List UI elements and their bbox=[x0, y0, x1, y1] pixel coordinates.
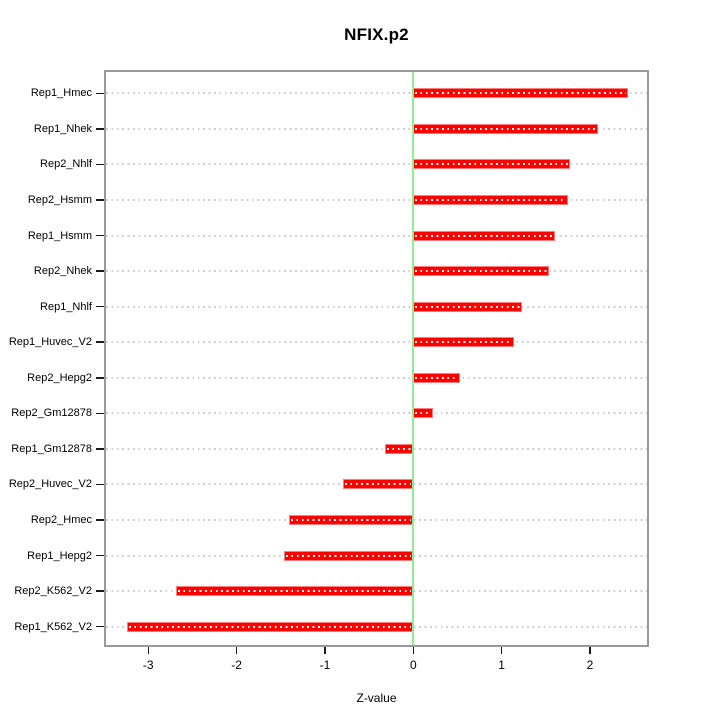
y-axis-tick bbox=[96, 412, 104, 415]
bar-dotted-overlay bbox=[415, 234, 553, 237]
y-axis-tick bbox=[96, 92, 104, 95]
x-axis-tick bbox=[235, 647, 238, 654]
y-axis-label: Rep2_K562_V2 bbox=[14, 585, 92, 598]
bar bbox=[413, 123, 598, 134]
bar-dotted-overlay bbox=[129, 625, 412, 628]
bar bbox=[413, 408, 433, 419]
y-axis-label: Rep2_Gm12878 bbox=[11, 407, 92, 420]
y-axis-tick bbox=[96, 554, 104, 557]
bar-dotted-overlay bbox=[415, 412, 431, 415]
gridline bbox=[106, 447, 647, 450]
bar bbox=[413, 337, 515, 348]
y-axis-label: Rep2_Nhek bbox=[33, 265, 92, 278]
gridline bbox=[106, 305, 647, 308]
bar bbox=[413, 301, 522, 312]
bar-dotted-overlay bbox=[415, 305, 520, 308]
y-axis-tick bbox=[96, 163, 104, 166]
y-axis-tick bbox=[96, 519, 104, 521]
bar-dotted-overlay bbox=[177, 590, 412, 593]
bar-dotted-overlay bbox=[415, 92, 626, 95]
bar bbox=[175, 586, 414, 597]
bar-dotted-overlay bbox=[415, 270, 548, 273]
bar bbox=[413, 372, 461, 383]
bar bbox=[288, 515, 414, 526]
bar-dotted-overlay bbox=[387, 447, 412, 450]
x-axis-tick-label: 2 bbox=[586, 658, 594, 672]
y-axis-label: Rep1_Nhek bbox=[33, 122, 92, 135]
y-axis-tick bbox=[96, 590, 104, 592]
bar-dotted-overlay bbox=[415, 376, 459, 379]
bar bbox=[284, 550, 414, 561]
plot-inner bbox=[96, 72, 647, 645]
y-axis-label: Rep2_Nhlf bbox=[40, 158, 92, 171]
gridline bbox=[106, 376, 647, 379]
y-axis-tick bbox=[96, 234, 104, 237]
y-axis-label: Rep1_K562_V2 bbox=[14, 620, 92, 633]
y-axis-tick bbox=[96, 448, 104, 450]
bar-dotted-overlay bbox=[344, 483, 412, 486]
x-axis-title: Z-value bbox=[356, 691, 397, 705]
y-axis-tick bbox=[96, 377, 104, 379]
x-axis-tick-label: -3 bbox=[142, 658, 154, 672]
y-axis-label: Rep1_Nhlf bbox=[40, 300, 92, 313]
y-axis-label: Rep2_Hmec bbox=[30, 514, 92, 527]
gridline bbox=[106, 163, 647, 166]
zero-reference-line bbox=[412, 72, 415, 645]
bar bbox=[413, 230, 555, 241]
gridline bbox=[106, 270, 647, 273]
gridline bbox=[106, 341, 647, 344]
gridline bbox=[106, 412, 647, 415]
bar-dotted-overlay bbox=[415, 163, 568, 166]
gridline bbox=[106, 198, 647, 201]
y-axis-tick bbox=[96, 128, 104, 130]
x-axis-tick bbox=[589, 647, 591, 654]
bar bbox=[385, 443, 414, 454]
bar-dotted-overlay bbox=[290, 519, 412, 522]
bar bbox=[413, 88, 628, 99]
bar-dotted-overlay bbox=[415, 341, 513, 344]
plot-area bbox=[96, 70, 649, 647]
y-axis-label: Rep2_Hsmm bbox=[27, 193, 92, 206]
y-axis-label: Rep1_Hsmm bbox=[27, 229, 92, 242]
bar-dotted-overlay bbox=[286, 554, 412, 557]
y-axis-label: Rep1_Gm12878 bbox=[11, 442, 92, 455]
y-axis-label: Rep1_Hmec bbox=[30, 87, 92, 100]
x-axis-tick-label: 0 bbox=[409, 658, 417, 672]
bar-dotted-overlay bbox=[415, 198, 566, 201]
x-axis-tick-label: -1 bbox=[319, 658, 331, 672]
bar bbox=[127, 621, 414, 632]
y-axis-tick bbox=[96, 341, 104, 343]
y-axis-tick bbox=[96, 199, 104, 201]
bar bbox=[413, 159, 570, 170]
y-axis-tick bbox=[96, 305, 104, 308]
y-axis-label: Rep1_Huvec_V2 bbox=[8, 336, 92, 349]
x-axis-tick bbox=[412, 647, 415, 654]
bar bbox=[413, 266, 550, 277]
bar bbox=[413, 194, 568, 205]
y-axis-label: Rep2_Huvec_V2 bbox=[8, 478, 92, 491]
x-axis-tick bbox=[147, 647, 149, 654]
bar bbox=[342, 479, 414, 490]
gridline bbox=[106, 92, 647, 95]
chart-title: NFIX.p2 bbox=[344, 25, 409, 44]
y-axis-tick bbox=[96, 270, 104, 272]
bar-dotted-overlay bbox=[415, 127, 596, 130]
y-axis-label: Rep1_Hepg2 bbox=[27, 549, 92, 562]
y-axis-label: Rep2_Hepg2 bbox=[27, 371, 92, 384]
y-axis-tick bbox=[96, 625, 104, 628]
gridline bbox=[106, 127, 647, 130]
x-axis-tick-label: -2 bbox=[231, 658, 242, 672]
gridline bbox=[106, 234, 647, 237]
y-axis-tick bbox=[96, 483, 104, 486]
x-axis-tick-label: 1 bbox=[498, 658, 505, 672]
x-axis-tick bbox=[324, 647, 326, 654]
x-axis-tick bbox=[500, 647, 503, 654]
